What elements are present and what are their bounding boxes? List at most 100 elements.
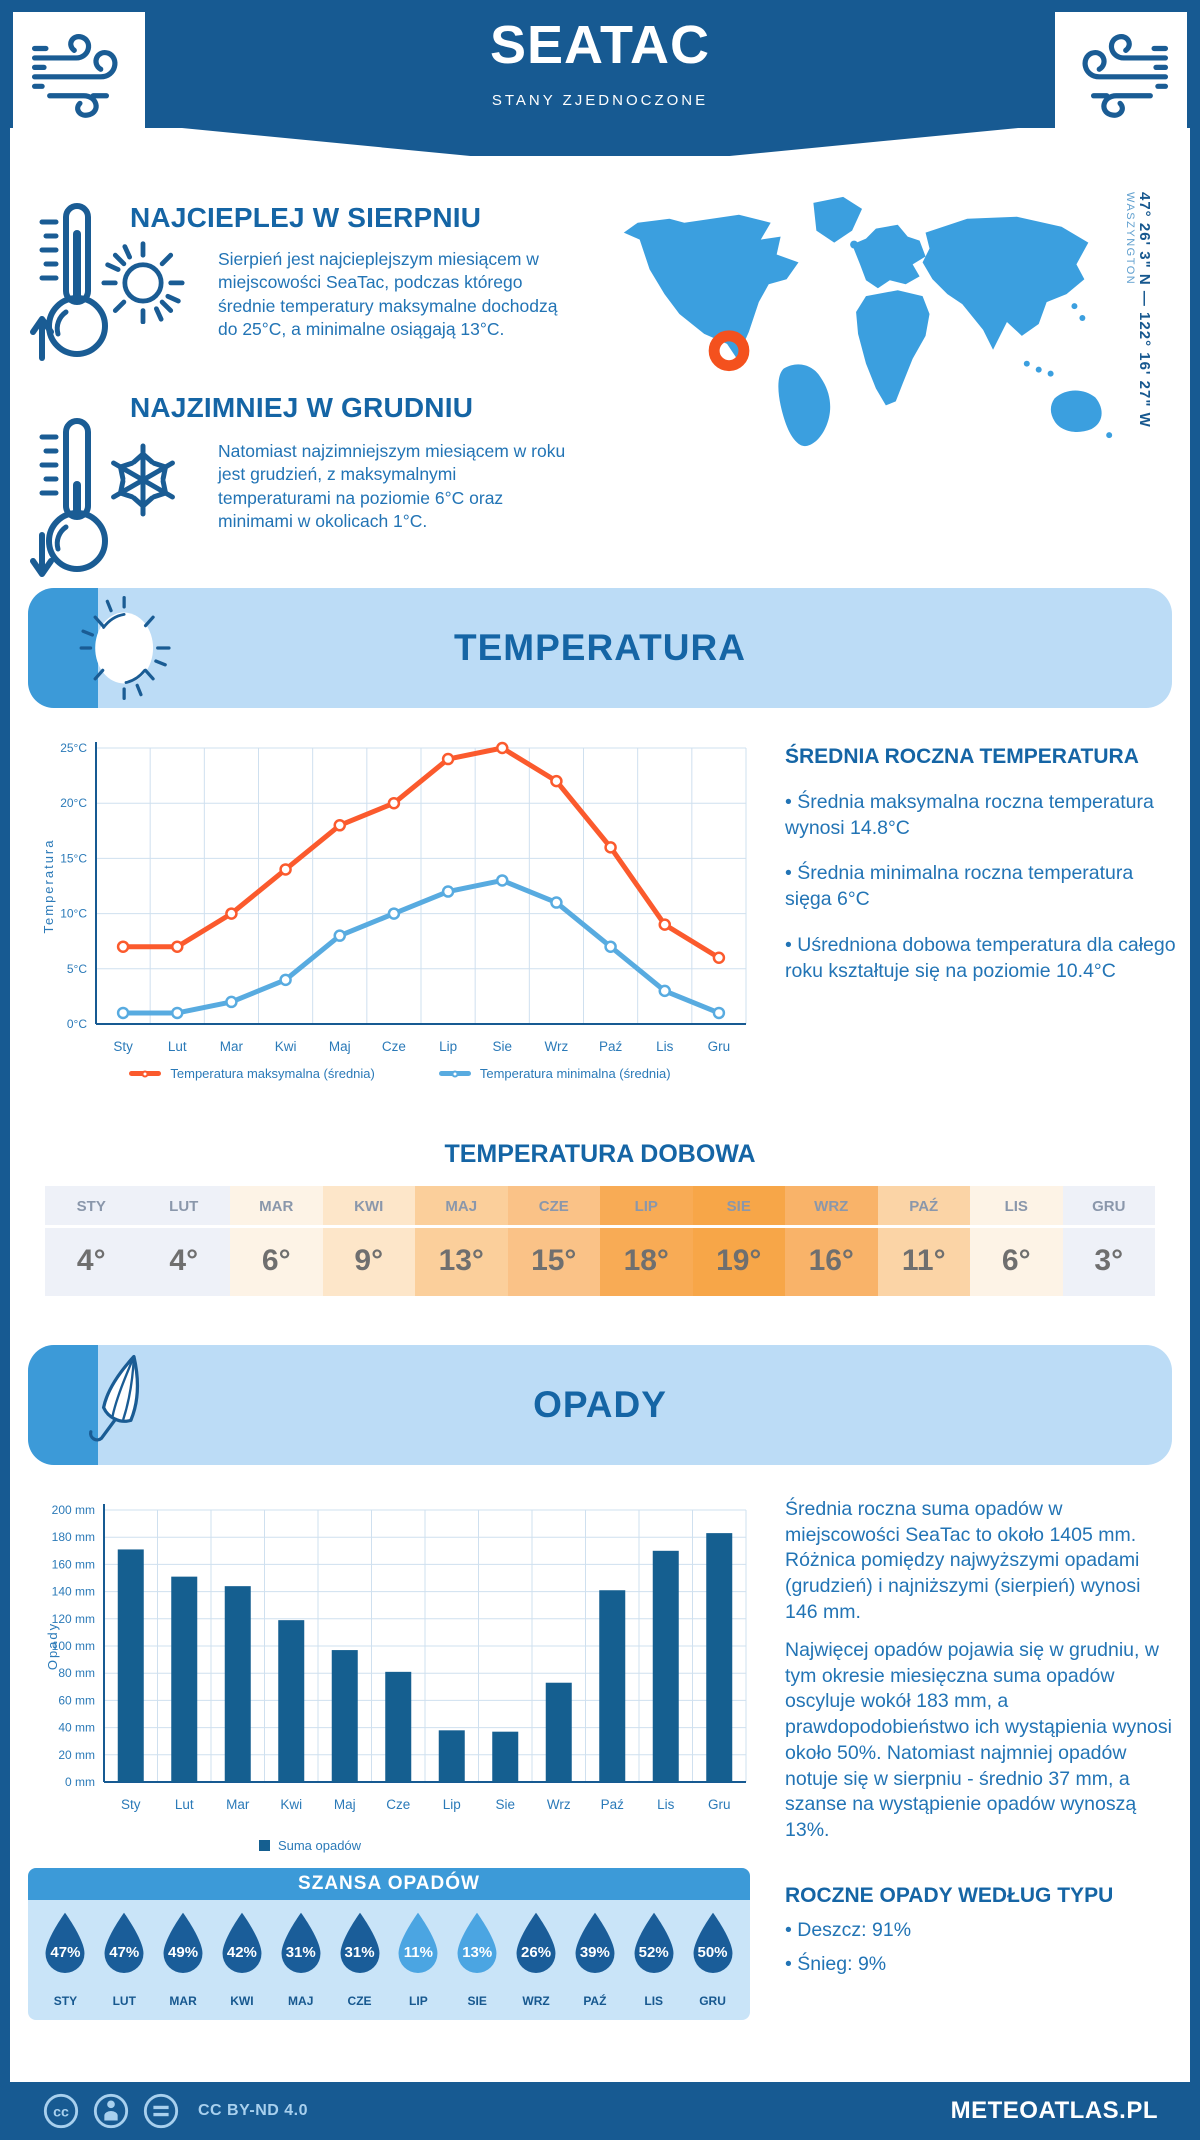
svg-text:Maj: Maj (334, 1797, 356, 1812)
precip-type-snow: • Śnieg: 9% (785, 1952, 887, 1975)
annual-bullet-3: • Uśredniona dobowa temperatura dla całe… (785, 933, 1176, 982)
sun-badge-icon (70, 592, 182, 704)
raindrop-icon (222, 1912, 262, 1973)
daily-temp-month: CZE (507, 1186, 600, 1228)
thermometer-down-icon (30, 415, 125, 580)
rain-chance-month: LUT (112, 1994, 136, 2008)
precipitation-bar-chart: 0 mm 20 mm 40 mm 60 mm 80 mm 100 mm 120 mm 140 … (45, 1503, 747, 1812)
svg-text:Maj: Maj (329, 1039, 351, 1054)
svg-text:Kwi: Kwi (275, 1039, 297, 1054)
precipitation-banner-cap (28, 1345, 98, 1465)
rain-chance-item: 39% PAŹ (565, 1900, 624, 2020)
wind-icon (31, 34, 118, 118)
svg-text:Paź: Paź (599, 1039, 623, 1054)
rain-chance-panel: SZANSA OPADÓW 47% STY 47% LUT 49% MAR 42% KWI 31… (28, 1868, 750, 2020)
rain-chance-month: MAJ (288, 1994, 314, 2008)
precipitation-legend-swatch (258, 1840, 270, 1851)
rain-chance-value: 39% (579, 1944, 610, 1961)
daily-temp-value: 4° (169, 1243, 199, 1277)
svg-text:140 mm: 140 mm (52, 1585, 95, 1599)
daily-temp-value: 3° (1094, 1243, 1124, 1277)
raindrop-icon (45, 1912, 85, 1973)
rain-chance-item: 11% LIP (389, 1900, 448, 2020)
svg-text:Lis: Lis (656, 1039, 674, 1054)
svg-text:5°C: 5°C (67, 962, 87, 976)
wind-decoration-right (1055, 12, 1187, 136)
svg-text:Lis: Lis (657, 1797, 675, 1812)
world-map (608, 185, 1123, 453)
svg-text:Temperatura: Temperatura (41, 839, 56, 934)
wind-decoration-left (13, 12, 145, 136)
rain-chance-month: LIS (644, 1994, 664, 2008)
daily-temp-value: 16° (808, 1243, 854, 1277)
precipitation-legend-label: Suma opadów (277, 1838, 362, 1853)
license-icons: cc (42, 2092, 180, 2130)
rain-chance-item: 47% LUT (95, 1900, 154, 2020)
svg-text:Sty: Sty (121, 1797, 141, 1812)
daily-temp-month: PAŹ (877, 1186, 970, 1228)
temperature-banner-title: TEMPERATURA (454, 627, 746, 668)
daily-temp-month: WRZ (785, 1186, 878, 1228)
daily-temp-month: LIP (600, 1186, 693, 1228)
daily-temp-value: 6° (1001, 1243, 1031, 1277)
daily-temp-month: KWI (322, 1186, 415, 1228)
umbrella-badge-icon (70, 1349, 182, 1461)
daily-temp-column: LIS 6° (970, 1186, 1063, 1296)
rain-chance-item: 47% STY (36, 1900, 95, 2020)
daily-temp-value: 11° (901, 1243, 946, 1277)
no-derivatives-icon (143, 2093, 179, 2129)
sun-icon (100, 238, 186, 324)
raindrop-icon (634, 1912, 674, 1973)
daily-temp-month: LIS (970, 1186, 1063, 1228)
daily-temp-month: SIE (692, 1186, 785, 1228)
rain-chance-value: 26% (521, 1944, 552, 1961)
svg-text:Wrz: Wrz (547, 1797, 571, 1812)
daily-temp-month: MAR (230, 1186, 323, 1228)
rain-chance-month: SIE (467, 1994, 487, 2008)
page-title: SEATAC (490, 15, 710, 75)
thermometer-up-icon (30, 200, 125, 365)
license-text: CC BY-ND 4.0 (198, 2102, 309, 2119)
wind-icon (1082, 34, 1169, 118)
cc-icon: cc (43, 2093, 79, 2129)
svg-text:0 mm: 0 mm (65, 1775, 95, 1789)
rain-chance-value: 52% (638, 1944, 669, 1961)
rain-chance-item: 49% MAR (154, 1900, 213, 2020)
precip-type-bullets: • Deszcz: 91% • Śnieg: 9% (785, 1918, 1177, 1985)
raindrop-icon (281, 1912, 321, 1973)
raindrop-icon (340, 1912, 380, 1973)
raindrop-icon (163, 1912, 203, 1973)
daily-temp-column: CZE 15° (507, 1186, 600, 1296)
legend-max-label: Temperatura maksymalna (średnia) (170, 1066, 375, 1081)
svg-text:Lip: Lip (443, 1797, 461, 1812)
svg-text:120 mm: 120 mm (52, 1612, 95, 1626)
rain-chance-item: 13% SIE (448, 1900, 507, 2020)
cold-section-text: Natomiast najzimniejszym miesiącem w rok… (218, 441, 566, 532)
annual-temp-bullets: • Średnia maksymalna roczna temperatura … (785, 790, 1177, 1004)
legend-min-marker (438, 1070, 471, 1077)
precipitation-paragraph-1: Średnia roczna suma opadów w miejscowośc… (785, 1498, 1141, 1623)
snowflake-icon (103, 440, 183, 520)
rain-chance-value: 42% (226, 1944, 257, 1961)
rain-chance-heading: SZANSA OPADÓW (28, 1868, 750, 1900)
raindrop-icon (693, 1912, 732, 1973)
warm-section-heading: NAJCIEPLEJ W SIERPNIU (130, 202, 482, 233)
annual-bullet-2: • Średnia minimalna roczna temperatura s… (785, 862, 1134, 911)
daily-temp-column: LIP 18° (600, 1186, 693, 1296)
svg-text:Lut: Lut (175, 1797, 194, 1812)
rain-chance-value: 13% (462, 1944, 493, 1961)
page-subtitle: STANY ZJEDNOCZONE (491, 92, 709, 109)
rain-chance-value: 47% (50, 1944, 81, 1961)
rain-chance-item: 52% LIS (624, 1900, 683, 2020)
svg-text:Sie: Sie (495, 1797, 515, 1812)
cold-section-heading: NAJZIMNIEJ W GRUDNIU (130, 392, 474, 423)
attribution-person-icon (93, 2093, 129, 2129)
svg-text:200 mm: 200 mm (52, 1503, 95, 1517)
svg-text:Paź: Paź (601, 1797, 625, 1812)
header-ribbon (182, 128, 1018, 156)
svg-text:60 mm: 60 mm (58, 1693, 95, 1707)
rain-chance-value: 31% (285, 1944, 316, 1961)
map-coordinates: 47° 26' 3" N — 122° 16' 27" W WASZYNGTON (1124, 192, 1153, 452)
map-continents (623, 196, 1113, 447)
